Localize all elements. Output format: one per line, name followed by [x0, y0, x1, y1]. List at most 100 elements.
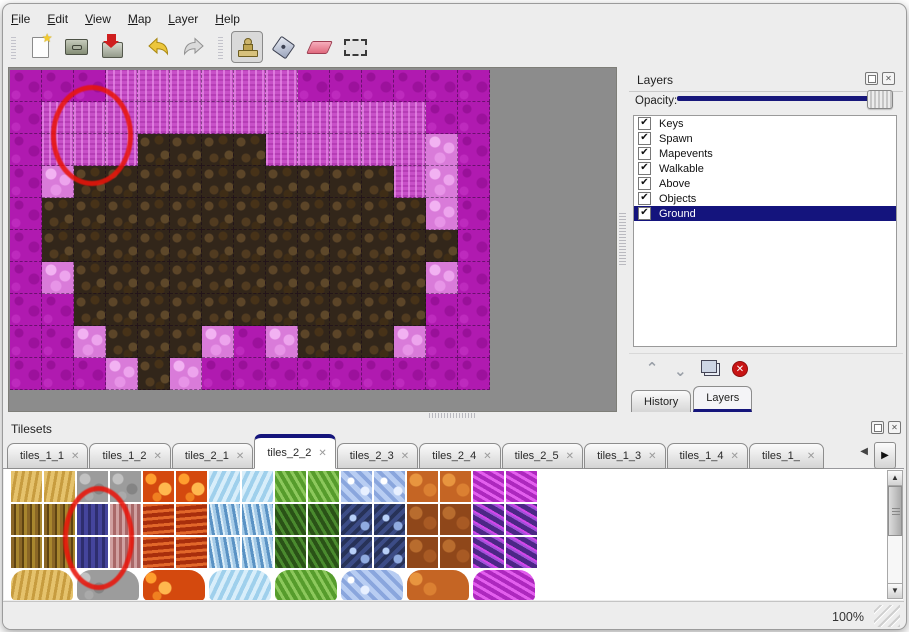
tileset-tile[interactable] — [275, 537, 306, 568]
tileset-tile[interactable] — [374, 537, 405, 568]
map-tile[interactable] — [330, 134, 362, 166]
map-tile[interactable] — [42, 326, 74, 358]
map-tile[interactable] — [10, 358, 42, 390]
tab-scroll-right-button[interactable]: ▶ — [874, 442, 896, 469]
map-tile[interactable] — [426, 294, 458, 326]
map-tile[interactable] — [330, 358, 362, 390]
layer-visibility-checkbox[interactable]: ✔ — [638, 147, 651, 160]
map-tile[interactable] — [202, 102, 234, 134]
close-panel-icon[interactable]: ✕ — [882, 72, 895, 85]
scrollbar-thumb[interactable] — [888, 486, 902, 536]
tileset-tab-tiles_1_3[interactable]: tiles_1_3 ✕ — [584, 443, 666, 469]
map-tile[interactable] — [458, 198, 490, 230]
map-tile[interactable] — [458, 358, 490, 390]
map-tile[interactable] — [362, 198, 394, 230]
tileset-tile[interactable] — [242, 471, 273, 502]
map-tile[interactable] — [42, 294, 74, 326]
map-tile[interactable] — [234, 70, 266, 102]
tileset-tile[interactable] — [473, 537, 504, 568]
map-tile[interactable] — [330, 102, 362, 134]
map-tile[interactable] — [266, 102, 298, 134]
map-tile[interactable] — [170, 102, 202, 134]
layer-visibility-checkbox[interactable]: ✔ — [638, 117, 651, 130]
map-tile[interactable] — [458, 326, 490, 358]
layer-visibility-checkbox[interactable]: ✔ — [638, 132, 651, 145]
menu-help[interactable]: Help — [215, 12, 240, 26]
tileset-tile[interactable] — [341, 537, 372, 568]
map-tile[interactable] — [202, 326, 234, 358]
layer-visibility-checkbox[interactable]: ✔ — [638, 192, 651, 205]
tileset-tile[interactable] — [473, 570, 535, 600]
map-tile[interactable] — [74, 262, 106, 294]
map-tile[interactable] — [362, 166, 394, 198]
redo-button[interactable] — [178, 31, 210, 63]
menu-layer[interactable]: Layer — [168, 12, 199, 26]
tileset-tile[interactable] — [209, 570, 271, 600]
map-tile[interactable] — [138, 358, 170, 390]
tileset-tab-tiles_2_4[interactable]: tiles_2_4 ✕ — [419, 443, 501, 469]
stamp-tool-button[interactable] — [231, 31, 263, 63]
map-tile[interactable] — [426, 230, 458, 262]
map-tile[interactable] — [106, 198, 138, 230]
map-tile[interactable] — [234, 134, 266, 166]
map-tile[interactable] — [138, 134, 170, 166]
window-resize-grip[interactable] — [874, 605, 900, 627]
map-tile[interactable] — [330, 198, 362, 230]
map-tile[interactable] — [426, 326, 458, 358]
tileset-tab-tiles_1_[interactable]: tiles_1_ ✕ — [748, 443, 825, 469]
tileset-tile[interactable] — [407, 504, 438, 535]
tileset-tile[interactable] — [407, 471, 438, 502]
map-tile[interactable] — [42, 262, 74, 294]
tileset-tile[interactable] — [341, 504, 372, 535]
map-tile[interactable] — [394, 166, 426, 198]
map-tile[interactable] — [202, 70, 234, 102]
tab-close-icon[interactable]: ✕ — [648, 450, 657, 462]
menu-map[interactable]: Map — [127, 12, 152, 26]
scroll-down-button[interactable]: ▼ — [888, 583, 902, 598]
map-tile[interactable] — [298, 230, 330, 262]
tab-close-icon[interactable]: ✕ — [730, 450, 739, 462]
map-tile[interactable] — [394, 294, 426, 326]
tileset-tab-tiles_1_2[interactable]: tiles_1_2 ✕ — [89, 443, 171, 469]
map-tile[interactable] — [458, 70, 490, 102]
tileset-tile[interactable] — [143, 537, 174, 568]
map-tile[interactable] — [10, 198, 42, 230]
map-tile[interactable] — [234, 262, 266, 294]
tileset-tile[interactable] — [374, 504, 405, 535]
eraser-tool-button[interactable] — [303, 31, 335, 63]
map-tile[interactable] — [234, 358, 266, 390]
scroll-up-button[interactable]: ▲ — [888, 471, 902, 486]
map-tile[interactable] — [330, 70, 362, 102]
layer-row-mapevents[interactable]: ✔ Mapevents — [634, 146, 896, 161]
map-tile[interactable] — [202, 230, 234, 262]
map-tile[interactable] — [106, 326, 138, 358]
tileset-tile[interactable] — [275, 471, 306, 502]
map-tile[interactable] — [394, 102, 426, 134]
map-tile[interactable] — [266, 262, 298, 294]
opacity-slider-track[interactable] — [677, 96, 869, 101]
map-tile[interactable] — [170, 198, 202, 230]
map-tile[interactable] — [298, 134, 330, 166]
tileset-tile[interactable] — [143, 570, 205, 600]
map-tile[interactable] — [138, 230, 170, 262]
tileset-tile[interactable] — [143, 504, 174, 535]
tileset-tile[interactable] — [110, 471, 141, 502]
map-tile[interactable] — [426, 166, 458, 198]
map-tile[interactable] — [138, 262, 170, 294]
tab-close-icon[interactable]: ✕ — [483, 450, 492, 462]
map-tile[interactable] — [330, 294, 362, 326]
tileset-tile[interactable] — [11, 504, 42, 535]
map-tile[interactable] — [266, 134, 298, 166]
map-tile[interactable] — [234, 166, 266, 198]
layer-visibility-checkbox[interactable]: ✔ — [638, 207, 651, 220]
map-tile[interactable] — [234, 326, 266, 358]
map-tile[interactable] — [106, 358, 138, 390]
tileset-tab-tiles_1_1[interactable]: tiles_1_1 ✕ — [7, 443, 89, 469]
tileset-tile[interactable] — [176, 471, 207, 502]
map-tile[interactable] — [458, 294, 490, 326]
layer-row-ground[interactable]: ✔ Ground — [634, 206, 896, 221]
map-tile[interactable] — [394, 326, 426, 358]
tab-close-icon[interactable]: ✕ — [153, 450, 162, 462]
map-tile[interactable] — [362, 134, 394, 166]
map-tile[interactable] — [362, 230, 394, 262]
